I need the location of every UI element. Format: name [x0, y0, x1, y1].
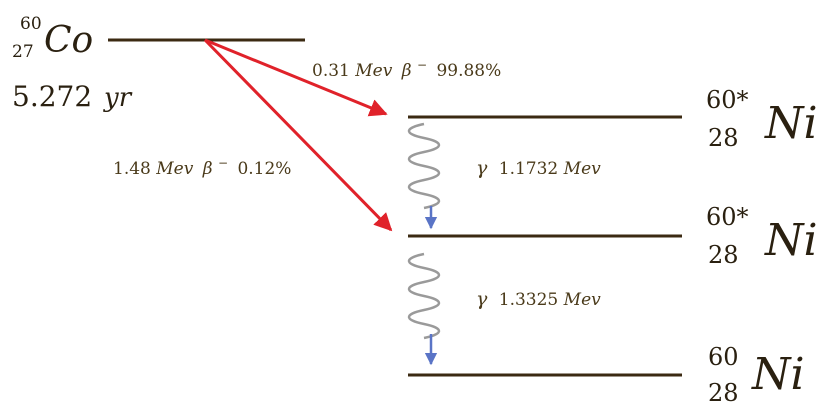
beta-1-unit: Mev: [354, 61, 392, 81]
ni-1-mass: 60*: [706, 86, 749, 114]
ni-3-mass: 60: [708, 343, 739, 371]
beta-1-particle: β: [401, 61, 412, 81]
gamma-1-energy: 1.1732: [499, 159, 558, 179]
gamma-transition-1: [407, 122, 441, 230]
parent-halflife-unit: yr: [103, 83, 133, 113]
svg-text:γ 1.1732 Mev: γ 1.1732 Mev: [476, 157, 601, 179]
beta-2-energy: 1.48: [113, 159, 151, 179]
beta-decay-arrow-1: [204, 38, 388, 117]
beta-label-1: 0.31 Mev β − 99.88%: [312, 54, 501, 81]
gamma-2-energy: 1.3325: [499, 290, 558, 310]
beta-1-charge: −: [417, 58, 427, 72]
gamma-2-unit: Mev: [563, 290, 601, 310]
beta-1-energy: 0.31: [312, 61, 350, 81]
beta-2-charge: −: [218, 156, 228, 170]
gamma-label-2: γ 1.3325 Mev: [476, 288, 601, 310]
beta-2-branching: 0.12%: [237, 159, 291, 179]
gamma-wave-2: [407, 252, 441, 340]
ni-label-2: 60* 28 Ni: [706, 203, 818, 269]
ni-2-symbol: Ni: [764, 215, 818, 266]
parent-symbol: Co: [44, 20, 93, 61]
ni-2-z: 28: [708, 241, 739, 269]
ni-1-z: 28: [708, 124, 739, 152]
ni-2-mass: 60*: [706, 203, 749, 231]
svg-text:γ 1.3325 Mev: γ 1.3325 Mev: [476, 288, 601, 310]
gamma-1-unit: Mev: [563, 159, 601, 179]
beta-2-unit: Mev: [155, 159, 193, 179]
beta-label-2: 1.48 Mev β − 0.12%: [113, 152, 291, 179]
gamma-2-symbol: γ: [476, 288, 488, 310]
svg-text:0.31 Mev β −: 0.31 Mev β − 99.88%: [312, 54, 501, 81]
parent-nuclide-label: 60 27 Co 5.272 yr: [12, 14, 133, 113]
ni-3-symbol: Ni: [751, 349, 805, 400]
gamma-1-symbol: γ: [476, 157, 488, 179]
parent-mass-number: 60: [20, 14, 42, 34]
ni-label-3: 60 28 Ni: [708, 343, 805, 406]
ni-1-symbol: Ni: [764, 98, 818, 149]
gamma-wave-1: [407, 122, 441, 210]
beta-decay-arrow-2: [203, 38, 393, 232]
beta-1-branching: 99.88%: [436, 61, 501, 81]
ni-3-z: 28: [708, 379, 739, 406]
parent-halflife-value: 5.272: [12, 80, 92, 113]
beta-2-particle: β: [202, 159, 213, 179]
gamma-label-1: γ 1.1732 Mev: [476, 157, 601, 179]
parent-atomic-number: 27: [12, 42, 34, 62]
svg-text:1.48 Mev β −: 1.48 Mev β − 0.12%: [113, 152, 291, 179]
ni-label-1: 60* 28 Ni: [706, 86, 818, 152]
gamma-transition-2: [407, 252, 441, 366]
